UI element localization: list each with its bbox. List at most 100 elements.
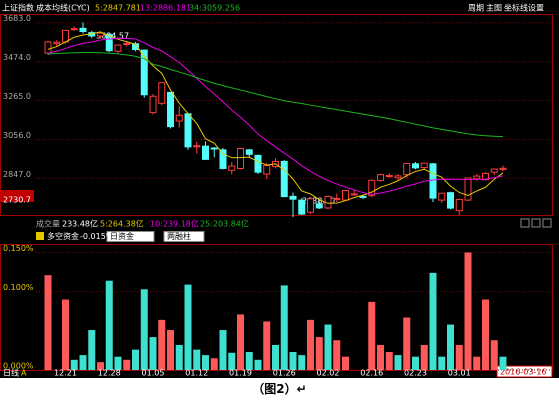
bar [342, 356, 349, 370]
x-tick-label: 02.02 [317, 369, 340, 378]
caption: （图2）↵ [252, 382, 307, 396]
menu[interactable]: 坐标线 [504, 3, 528, 13]
bar [123, 359, 131, 370]
bar [272, 344, 279, 370]
cursor-box [0, 190, 34, 202]
candle-body [377, 174, 384, 182]
bar [420, 344, 428, 370]
bar [210, 358, 218, 370]
menu[interactable]: 主图 [486, 3, 502, 13]
bar [307, 319, 314, 370]
x-tick-label: 02.23 [404, 369, 427, 378]
bar [499, 356, 507, 370]
bar [385, 351, 393, 370]
candle-body [132, 43, 139, 51]
price-frame [0, 14, 553, 216]
candle-body [482, 172, 489, 181]
cursor-date: 2016-03-16 [500, 368, 547, 377]
x-tick-label: 01.05 [142, 369, 165, 378]
candle-body [490, 168, 498, 173]
candle-body [473, 175, 481, 180]
bar [447, 324, 454, 370]
candle-body [149, 95, 157, 114]
bar [175, 344, 183, 370]
bar [263, 321, 271, 370]
candle-body [420, 162, 428, 169]
candle-body [193, 145, 201, 148]
ma-label: 5:2847.781 [95, 4, 141, 13]
candle-body [237, 148, 244, 169]
volume-item: 233.48亿 [62, 219, 98, 229]
candle-body [140, 49, 148, 96]
candle-body [359, 195, 367, 198]
bar [149, 337, 157, 370]
candle-body [97, 32, 104, 37]
candle-body [412, 163, 419, 169]
y-tick-label: 3265.0 [3, 92, 31, 101]
bar [377, 344, 384, 370]
fund-label: 多空资金 [47, 231, 79, 241]
y-tick-label: 2847.0 [3, 170, 31, 179]
icon [531, 218, 541, 228]
candle-body [53, 41, 61, 45]
icon [520, 218, 530, 228]
candle-body [464, 177, 472, 201]
y-tick-label: 0.000% [3, 362, 34, 371]
bar [324, 324, 332, 370]
bar [412, 356, 419, 370]
ma-line [47, 52, 504, 138]
candle-body [219, 149, 227, 169]
candle-body [307, 198, 314, 213]
menu[interactable]: 周期 [468, 4, 484, 13]
x-tick-label: 12.21 [54, 369, 77, 378]
bar [254, 359, 262, 370]
y-tick-label: 0.150% [3, 244, 34, 253]
y-tick-label: 0.100% [3, 283, 34, 292]
date-box [496, 365, 553, 378]
y-tick-label: 3056.0 [3, 131, 31, 140]
candle-body [289, 195, 297, 200]
candle-body [202, 145, 209, 160]
candle-body [438, 192, 446, 201]
bar [184, 284, 192, 370]
candle-body [167, 91, 174, 128]
icon [542, 218, 552, 228]
dropdown[interactable] [106, 231, 155, 242]
candle-body [70, 28, 78, 31]
y-tick-label: 3474.0 [3, 53, 31, 62]
candle-body [263, 164, 271, 175]
bar [245, 351, 253, 370]
candle-body [455, 199, 463, 212]
candle-body [368, 179, 376, 197]
chart: 上证指数 成本均线(CYC) 5:2847.781 13:2886.181 34… [0, 0, 559, 378]
dropdown-label[interactable]: 日资金 [110, 231, 134, 241]
volume-item: 25:203.84亿 [200, 219, 249, 229]
candle-body [385, 175, 393, 178]
volume-item: 10:239.18亿 [150, 219, 199, 229]
candle-body [342, 190, 349, 201]
candle-body [447, 192, 454, 209]
bar [482, 299, 489, 370]
mode: A [21, 369, 27, 378]
candle-body [403, 162, 411, 176]
candle-body [114, 44, 122, 52]
x-tick-label: 03.01 [448, 369, 471, 378]
ma-line [47, 37, 504, 196]
candle-body [79, 27, 87, 32]
bar [298, 355, 306, 370]
x-tick-label: 01.12 [185, 369, 208, 378]
dropdown[interactable] [163, 231, 205, 242]
x-tick-label: 01.19 [229, 369, 252, 378]
x-tick-label: 01.26 [273, 369, 296, 378]
menu[interactable]: 设置 [528, 3, 544, 13]
candle-body [44, 41, 52, 54]
candle-body [245, 149, 253, 155]
candle-body [429, 163, 437, 199]
candle-body [499, 167, 507, 170]
candle-body [280, 160, 288, 198]
dropdown-label[interactable]: 两融柱 [167, 231, 191, 241]
candle-body [350, 193, 358, 196]
bar [315, 337, 323, 370]
bar [140, 289, 148, 370]
